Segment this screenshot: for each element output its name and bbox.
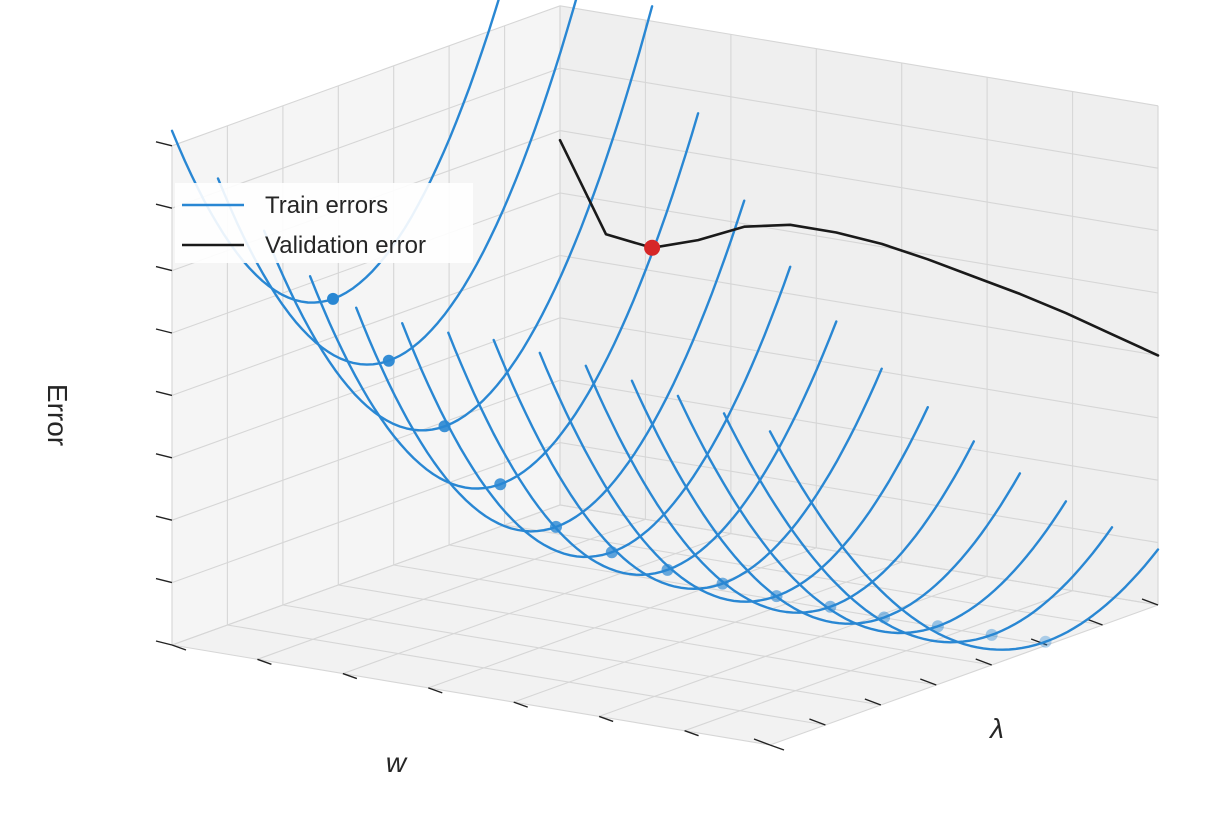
- wall-grid-line: [171, 317, 1159, 459]
- train-error-curve: [216, 0, 578, 366]
- wall-grid-line: [171, 442, 1159, 584]
- wall-grid-line: [171, 379, 1159, 521]
- z-axis-tick: [155, 203, 173, 209]
- train-minimum-point: [494, 478, 507, 491]
- train-minimum-point: [382, 354, 395, 367]
- z-axis-tick: [155, 577, 173, 584]
- floor-grid-line: [769, 604, 1159, 746]
- floor-grid-line: [342, 533, 732, 675]
- train-minimum-point: [985, 628, 998, 641]
- floor-grid-line: [338, 584, 937, 686]
- y-axis-tick: [769, 744, 785, 751]
- legend-validation-label: Validation error: [265, 232, 426, 259]
- x-axis-tick: [809, 718, 826, 726]
- train-minimum-point: [327, 292, 339, 305]
- x-axis-tick: [1030, 638, 1048, 646]
- axis-ticks: [155, 141, 1159, 751]
- floor-grid-line: [504, 524, 1103, 626]
- x-axis-tick: [975, 658, 992, 666]
- train-error-curve: [401, 265, 792, 559]
- floor-grid-line: [428, 547, 817, 689]
- y-axis-tick: [171, 644, 187, 651]
- train-error-curve: [492, 338, 883, 590]
- train-minimum-point: [770, 590, 783, 603]
- z-axis-tick: [155, 390, 173, 397]
- wall-grid-line: [171, 5, 1159, 147]
- axes-grid: [171, 5, 1159, 746]
- train-minimum-point: [438, 420, 451, 433]
- train-error-curves: [170, 0, 1160, 651]
- train-error-curve: [630, 379, 1022, 625]
- train-minimum-point: [605, 546, 618, 559]
- y-axis-label: λ: [988, 713, 1004, 744]
- z-axis-label: Error: [42, 384, 73, 446]
- train-minimum-point: [824, 600, 837, 613]
- z-axis-tick: [155, 453, 173, 459]
- y-axis-tick: [342, 672, 358, 680]
- train-error-curve: [262, 5, 654, 432]
- z-axis-tick: [155, 141, 173, 147]
- y-axis-tick: [428, 687, 443, 694]
- train-minimum-points: [327, 292, 1052, 648]
- floor-grid-line: [171, 644, 771, 746]
- y-axis-tick: [684, 730, 699, 737]
- axes-panes: [172, 5, 1158, 745]
- floor-grid-line: [257, 518, 646, 660]
- z-axis-tick: [155, 640, 173, 646]
- floor-grid-line: [684, 590, 1073, 732]
- wall-grid-line: [171, 504, 1159, 646]
- floor-grid-line: [227, 624, 826, 726]
- floor-grid-line: [598, 575, 988, 717]
- wall-grid-line: [171, 192, 1159, 334]
- floor-grid-line: [282, 604, 881, 706]
- z-axis-tick: [155, 515, 173, 521]
- train-error-curve: [768, 430, 1160, 651]
- x-axis-tick: [920, 678, 937, 686]
- wall-grid-line: [171, 254, 1159, 396]
- floor-grid-line: [449, 544, 1048, 646]
- y-axis-tick: [257, 658, 272, 665]
- train-error-curve: [447, 320, 838, 576]
- train-minimum-point: [716, 577, 729, 590]
- x-axis-tick: [753, 738, 771, 746]
- y-axis-tick: [513, 701, 528, 708]
- train-minimum-point: [1039, 635, 1052, 648]
- wall-grid-line: [171, 67, 1159, 209]
- floor-pane: [172, 505, 1158, 745]
- x-axis-label: w: [386, 747, 408, 778]
- legend-box: [175, 183, 473, 263]
- optimal-lambda-point: [644, 239, 661, 256]
- x-axis-tick: [1086, 618, 1103, 626]
- legend-train-label: Train errors: [265, 192, 388, 219]
- train-error-curve: [538, 351, 929, 603]
- train-error-curve: [355, 199, 746, 533]
- floor-grid-line: [393, 564, 992, 666]
- y-axis-tick: [598, 715, 614, 723]
- train-minimum-point: [878, 611, 891, 624]
- train-error-curve: [722, 412, 1114, 644]
- train-minimum-point: [661, 563, 674, 576]
- validation-error-curve-group: [558, 138, 1160, 357]
- x-axis-tick: [864, 698, 882, 706]
- x-axis-tick: [1141, 598, 1159, 606]
- train-minimum-point: [931, 620, 944, 633]
- legend: Train errors Validation error: [175, 183, 473, 263]
- train-error-curve: [676, 394, 1068, 635]
- train-minimum-point: [550, 520, 562, 533]
- train-error-curve: [584, 364, 975, 614]
- z-axis-tick: [155, 328, 173, 334]
- z-axis-tick: [155, 265, 173, 272]
